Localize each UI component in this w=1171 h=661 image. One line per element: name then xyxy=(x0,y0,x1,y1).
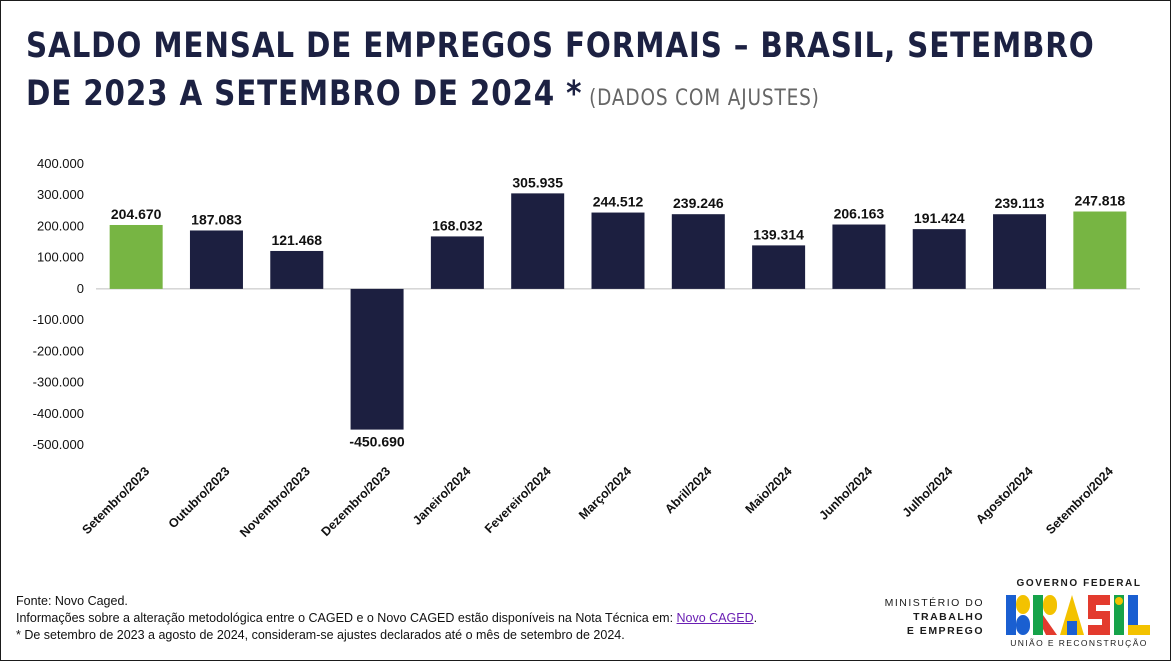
y-tick-label: -200.000 xyxy=(33,343,84,358)
bar xyxy=(430,236,484,289)
x-tick-label: Julho/2024 xyxy=(900,464,956,520)
x-tick-label: Junho/2024 xyxy=(817,464,876,523)
y-tick-label: 100.000 xyxy=(37,250,84,265)
title-note: (DADOS COM AJUSTES) xyxy=(589,86,820,111)
governo-federal-logo: GOVERNO FEDERAL UNIÃO E RECONSTRUÇÃO xyxy=(1004,578,1154,650)
y-tick-label: 400.000 xyxy=(37,156,84,171)
x-tick-label: Setembro/2024 xyxy=(1043,464,1116,537)
y-tick-label: -100.000 xyxy=(33,312,84,327)
bar xyxy=(912,229,966,289)
data-label: 168.032 xyxy=(432,217,483,233)
x-tick-label: Dezembro/2023 xyxy=(318,464,393,539)
data-label: 206.163 xyxy=(834,206,885,222)
x-tick-label: Novembro/2023 xyxy=(237,464,313,540)
data-label: 121.468 xyxy=(271,232,322,248)
y-tick-label: 200.000 xyxy=(37,218,84,233)
bar xyxy=(189,230,243,289)
y-tick-label: -500.000 xyxy=(33,437,84,452)
data-label: 191.424 xyxy=(914,210,965,226)
bar xyxy=(591,212,645,289)
footer-info-text: Informações sobre a alteração metodológi… xyxy=(16,611,677,625)
title-line-2: DE 2023 A SETEMBRO DE 2024 * (DADOS COM A… xyxy=(26,70,967,123)
data-label: 305.935 xyxy=(512,174,563,190)
footer-info-suffix: . xyxy=(753,611,758,625)
data-label: 204.670 xyxy=(111,206,162,222)
title-line-1: SALDO MENSAL DE EMPREGOS FORMAIS – BRASI… xyxy=(26,26,1095,66)
x-tick-label: Janeiro/2024 xyxy=(410,464,473,527)
x-tick-label: Outubro/2023 xyxy=(166,464,233,531)
x-tick-label: Agosto/2024 xyxy=(973,464,1035,526)
chart-title: SALDO MENSAL DE EMPREGOS FORMAIS – BRASI… xyxy=(26,22,1095,123)
gov-title: GOVERNO FEDERAL xyxy=(1016,578,1142,589)
data-label: 239.113 xyxy=(995,195,1045,211)
bar-chart: 400.000 300.000 200.000 100.000 0 -100.000 -20… xyxy=(33,156,1140,540)
x-tick-label: Março/2024 xyxy=(576,464,634,522)
ministry-line-3: E EMPREGO xyxy=(906,625,984,637)
footer-note: * De setembro de 2023 a agosto de 2024, … xyxy=(16,628,625,642)
bar xyxy=(832,224,886,289)
data-label: 239.246 xyxy=(673,195,724,211)
bar xyxy=(109,224,163,289)
x-tick-label: Maio/2024 xyxy=(743,464,795,516)
bar xyxy=(1073,211,1127,289)
footer: Fonte: Novo Caged. Informações sobre a a… xyxy=(16,593,757,644)
y-tick-label: -400.000 xyxy=(33,406,84,421)
title-asterisk: * xyxy=(566,74,583,114)
x-tick-label: Abril/2024 xyxy=(662,464,714,516)
novo-caged-link[interactable]: Novo CAGED xyxy=(676,611,754,625)
bar xyxy=(270,250,324,289)
y-tick-label: 300.000 xyxy=(37,187,84,202)
y-tick-label: 0 xyxy=(77,281,84,296)
data-label: -450.690 xyxy=(349,434,404,450)
bar xyxy=(993,214,1047,289)
bar xyxy=(671,214,725,289)
x-tick-label: Setembro/2023 xyxy=(79,464,152,537)
bar xyxy=(511,193,565,289)
data-label: 139.314 xyxy=(753,226,804,242)
brasil-wordmark-icon xyxy=(1006,595,1150,635)
ministry-line-2: TRABALHO xyxy=(913,611,984,623)
title-line-2-text: DE 2023 A SETEMBRO DE 2024 xyxy=(26,74,556,114)
data-label: 187.083 xyxy=(191,211,242,227)
bar xyxy=(350,288,404,430)
data-label: 247.818 xyxy=(1075,193,1126,209)
y-tick-label: -300.000 xyxy=(33,375,84,390)
footer-source: Fonte: Novo Caged. xyxy=(16,594,128,608)
data-label: 244.512 xyxy=(593,194,644,210)
gov-subtitle: UNIÃO E RECONSTRUÇÃO xyxy=(1010,638,1148,648)
ministry-logo: MINISTÉRIO DO TRABALHO E EMPREGO xyxy=(884,596,984,638)
x-tick-label: Fevereiro/2024 xyxy=(482,464,554,536)
footer-info: Informações sobre a alteração metodológi… xyxy=(16,610,757,627)
bar xyxy=(752,245,806,289)
ministry-line-1: MINISTÉRIO DO xyxy=(884,597,984,609)
